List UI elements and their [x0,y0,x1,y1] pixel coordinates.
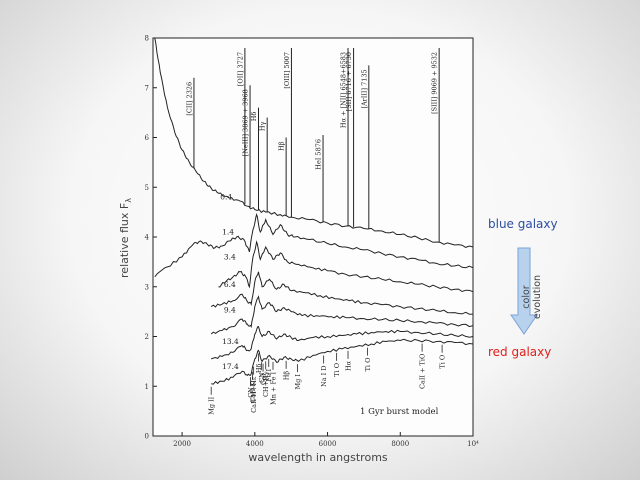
blue-galaxy-label: blue galaxy [488,217,558,231]
x-axis-label: wavelength in angstroms [248,451,388,464]
x-tick-label: 8000 [391,440,409,448]
emission-line-label: [OIII] 5007 [283,52,291,89]
series-age-label: 0.4 [220,193,232,202]
series-age-label: 13.4 [222,337,239,346]
spectrum-line-13-4 [211,325,474,360]
spectrum-line-9-4 [210,295,474,335]
absorption-label: Fe I [265,368,273,381]
emission-line-label: [OII] 3727 [236,52,244,86]
emission-line-label: Hγ [259,121,267,131]
emission-line-label: Hδ [250,112,258,122]
model-label: 1 Gyr burst model [360,407,439,417]
spectrum-line-6-4 [210,271,474,315]
y-axis-ticks: 0 1 2 3 4 5 6 7 8 [145,35,157,441]
emission-line-label: [CII] 2326 [185,82,193,116]
x-axis-ticks: 2000 4000 6000 8000 10⁴ [173,432,479,448]
spectrum-series: 0.4 1.4 3.4 6.4 9.4 13.4 17.4 [154,37,474,385]
y-tick-label: 2 [145,333,149,341]
absorption-label: Mg II [208,396,216,414]
series-age-label: 3.4 [224,252,236,261]
x-tick-label: 4000 [246,440,264,448]
color-evolution-arrow [510,247,538,335]
spectrum-line-17-4 [211,338,474,385]
color-evolution-label: color evolution [521,274,543,320]
plot-frame [152,37,474,437]
y-tick-label: 6 [145,134,150,142]
absorption-label: Ti O [364,358,372,372]
absorption-label: CaII H+Hε [250,376,258,413]
series-age-label: 1.4 [222,228,234,237]
red-galaxy-label: red galaxy [488,345,552,359]
series-age-label: 9.4 [224,306,236,315]
absorption-label: Na I D [320,365,328,386]
emission-line-label: [SIII] 9069 + 9532 [431,52,439,114]
absorption-label: Ti O [439,355,447,369]
y-tick-label: 0 [145,433,149,441]
x-tick-label: 10⁴ [467,440,479,448]
emission-line-label: [NeIII] 3869 + 3968 [242,89,250,156]
absorption-label: Ti O [333,363,341,377]
absorption-label: Hδ [255,363,263,373]
absorption-label: CH+Hγ [262,371,270,397]
emission-line-label: [ArIII] 7135 [360,69,368,108]
y-tick-label: 7 [145,84,149,92]
y-tick-label: 5 [145,184,149,192]
y-tick-label: 3 [145,283,149,291]
series-age-label: 6.4 [224,280,236,289]
absorption-label: CN [247,387,255,398]
x-tick-label: 2000 [173,440,191,448]
spectrum-line-1-4 [154,212,474,278]
absorption-label: Hα [345,360,353,371]
y-axis-label: relative flux Fλ [118,198,133,278]
emission-line-label: Hβ [278,141,286,151]
emission-line-label: [SII] 6716 + 6730 [345,52,353,111]
spectrum-line-3-4 [218,240,474,293]
x-tick-label: 6000 [319,440,337,448]
emission-line-label: Hα + [NII] 6548+6583 [340,52,348,128]
absorption-label: Mn + Fe I [270,371,278,404]
absorption-label: CN [258,372,266,383]
y-tick-label: 1 [145,383,149,391]
absorption-label: CaI [260,373,268,385]
absorption-label: Hβ [283,371,291,381]
spectrum-line-0-4 [154,37,474,248]
emission-lines: [CII] 2326[OII] 3727[NeIII] 3869 + 3968 H… [185,47,440,243]
y-tick-label: 4 [145,234,150,242]
absorption-label: CaII + TiO [419,354,427,389]
absorption-label: Mg I [294,374,302,390]
y-tick-label: 8 [145,35,149,43]
absorption-label: CaII K [249,382,257,403]
emission-line-label: HeI 5876 [315,139,323,170]
series-age-label: 17.4 [222,362,239,371]
